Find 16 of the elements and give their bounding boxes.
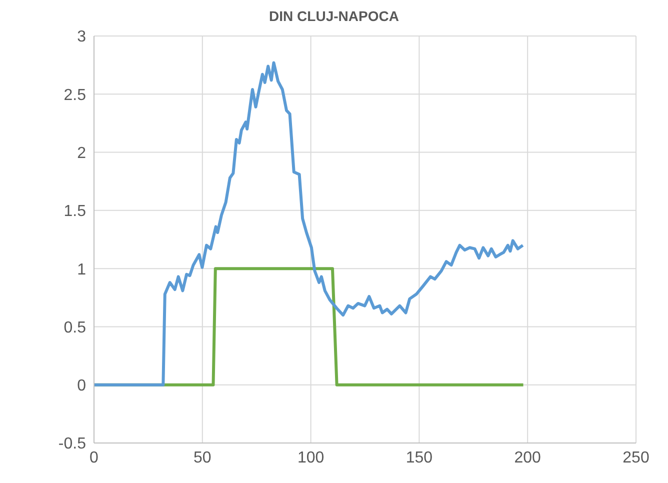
x-tick-label: 150 xyxy=(406,449,433,466)
y-tick-label: 0 xyxy=(77,378,86,395)
y-tick-label: 1 xyxy=(77,261,86,278)
x-tick-label: 100 xyxy=(297,449,324,466)
x-tick-label: 50 xyxy=(194,449,212,466)
y-tick-label: 0.5 xyxy=(64,319,86,336)
y-tick-label: 1.5 xyxy=(64,203,86,220)
y-tick-label: -0.5 xyxy=(58,436,86,453)
y-tick-label: 3 xyxy=(77,28,86,46)
x-tick-label: 250 xyxy=(622,449,650,466)
y-tick-label: 2 xyxy=(77,144,86,162)
chart-title: DIN CLUJ-NAPOCA xyxy=(268,8,400,26)
line-series xyxy=(94,61,524,386)
x-tick-label: 200 xyxy=(514,449,542,466)
x-tick-label: 0 xyxy=(90,449,99,466)
y-tick-label: 2.5 xyxy=(64,86,86,104)
